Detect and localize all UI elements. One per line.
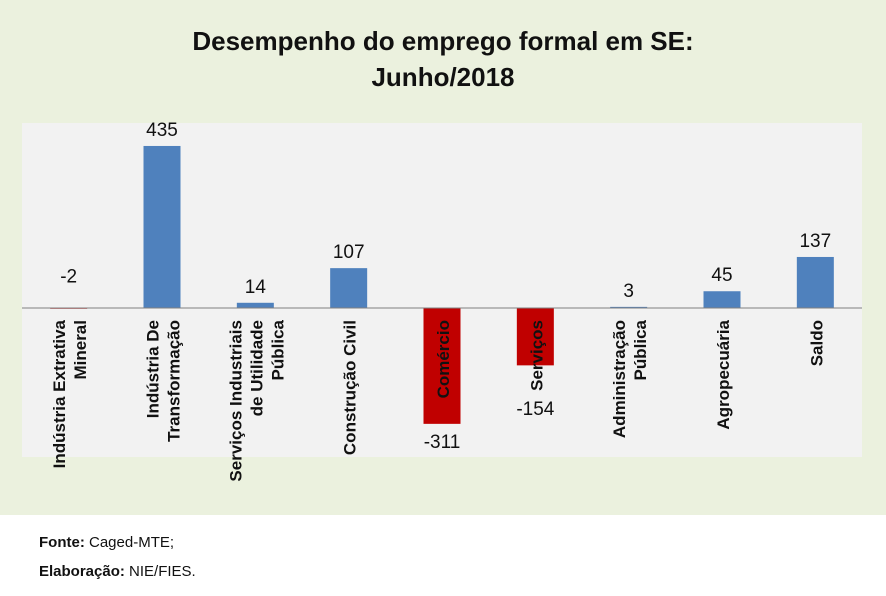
chart-title-line-1: Desempenho do emprego formal em SE: xyxy=(192,26,693,56)
category-label: de Utilidade xyxy=(247,320,266,416)
bar-chart: Desempenho do emprego formal em SE: Junh… xyxy=(22,26,862,482)
data-label: 107 xyxy=(333,242,365,263)
category-label: Serviços xyxy=(527,320,546,391)
category-label: Comércio xyxy=(434,320,453,398)
author-value: NIE/FIES. xyxy=(129,563,196,580)
source-value: Caged-MTE; xyxy=(89,534,175,551)
category-label: Agropecuária xyxy=(714,319,733,429)
category-label: Saldo xyxy=(807,320,826,366)
bar xyxy=(610,306,648,308)
bar xyxy=(516,308,554,366)
category-label: Construção Civil xyxy=(341,320,360,455)
category-label: Transformação xyxy=(165,320,184,442)
footer-source: Fonte: Caged-MTE; xyxy=(39,534,174,551)
data-label: 14 xyxy=(245,277,267,298)
bar xyxy=(423,308,461,424)
category-label: Pública xyxy=(268,319,287,380)
data-label: 137 xyxy=(799,231,831,252)
footer-author: Elaboração: NIE/FIES. xyxy=(39,563,196,580)
data-label: -2 xyxy=(60,266,77,287)
data-label: 3 xyxy=(623,281,634,302)
data-label: -311 xyxy=(424,432,461,453)
data-label: 45 xyxy=(711,265,732,286)
category-label: Pública xyxy=(631,319,650,380)
category-label: Serviços Industriais xyxy=(226,320,245,482)
source-label: Fonte: xyxy=(39,534,85,551)
bar xyxy=(703,291,741,308)
category-label: Indústria Extrativa xyxy=(50,319,69,468)
author-label: Elaboração: xyxy=(39,563,125,580)
data-label: 435 xyxy=(146,120,178,141)
category-label: Indústria De xyxy=(144,320,163,418)
chart-title-line-2: Junho/2018 xyxy=(371,62,514,92)
category-label: Mineral xyxy=(71,320,90,380)
category-label: Administração xyxy=(610,320,629,438)
data-label: -154 xyxy=(516,399,554,420)
bar xyxy=(330,268,368,308)
bar xyxy=(143,145,181,308)
bar xyxy=(236,302,274,308)
bar xyxy=(796,256,834,308)
